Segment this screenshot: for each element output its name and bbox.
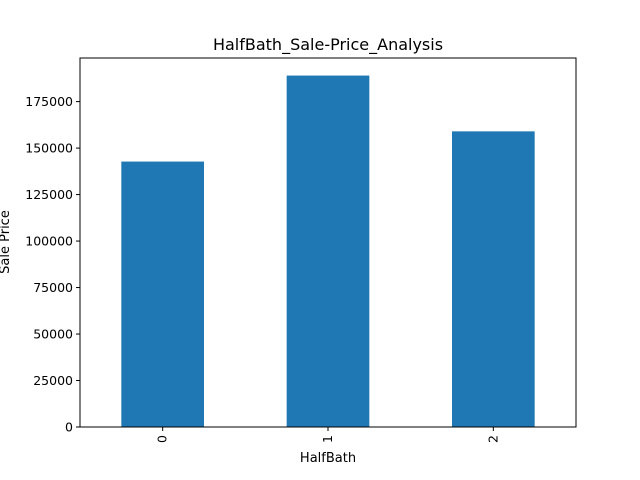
y-axis-ticks: 0 25000 50000 75000 100000 125000 150000 175000	[25, 94, 80, 435]
y-tick-label: 175000	[25, 94, 73, 109]
bar-2	[452, 131, 535, 427]
y-tick-label: 50000	[33, 327, 73, 342]
y-tick-label: 150000	[25, 141, 73, 156]
chart-title: HalfBath_Sale-Price_Analysis	[213, 35, 443, 55]
y-tick-label: 125000	[25, 187, 73, 202]
plot-frame	[79, 57, 577, 428]
bar-1	[286, 75, 370, 428]
bars-group	[121, 75, 535, 428]
x-axis-label: HalfBath	[300, 451, 356, 466]
x-tick-label: 1	[320, 435, 335, 443]
x-tick-label: 2	[485, 435, 500, 443]
y-tick-label: 0	[65, 420, 73, 435]
x-tick-label: 0	[155, 435, 170, 443]
x-axis-ticks: 0 1 2	[155, 427, 500, 443]
y-tick-label: 100000	[25, 234, 73, 249]
y-tick-label: 75000	[33, 280, 73, 295]
y-tick-label: 25000	[33, 373, 73, 388]
bar-0	[121, 161, 204, 428]
y-axis-label: Sale Price	[0, 210, 13, 274]
